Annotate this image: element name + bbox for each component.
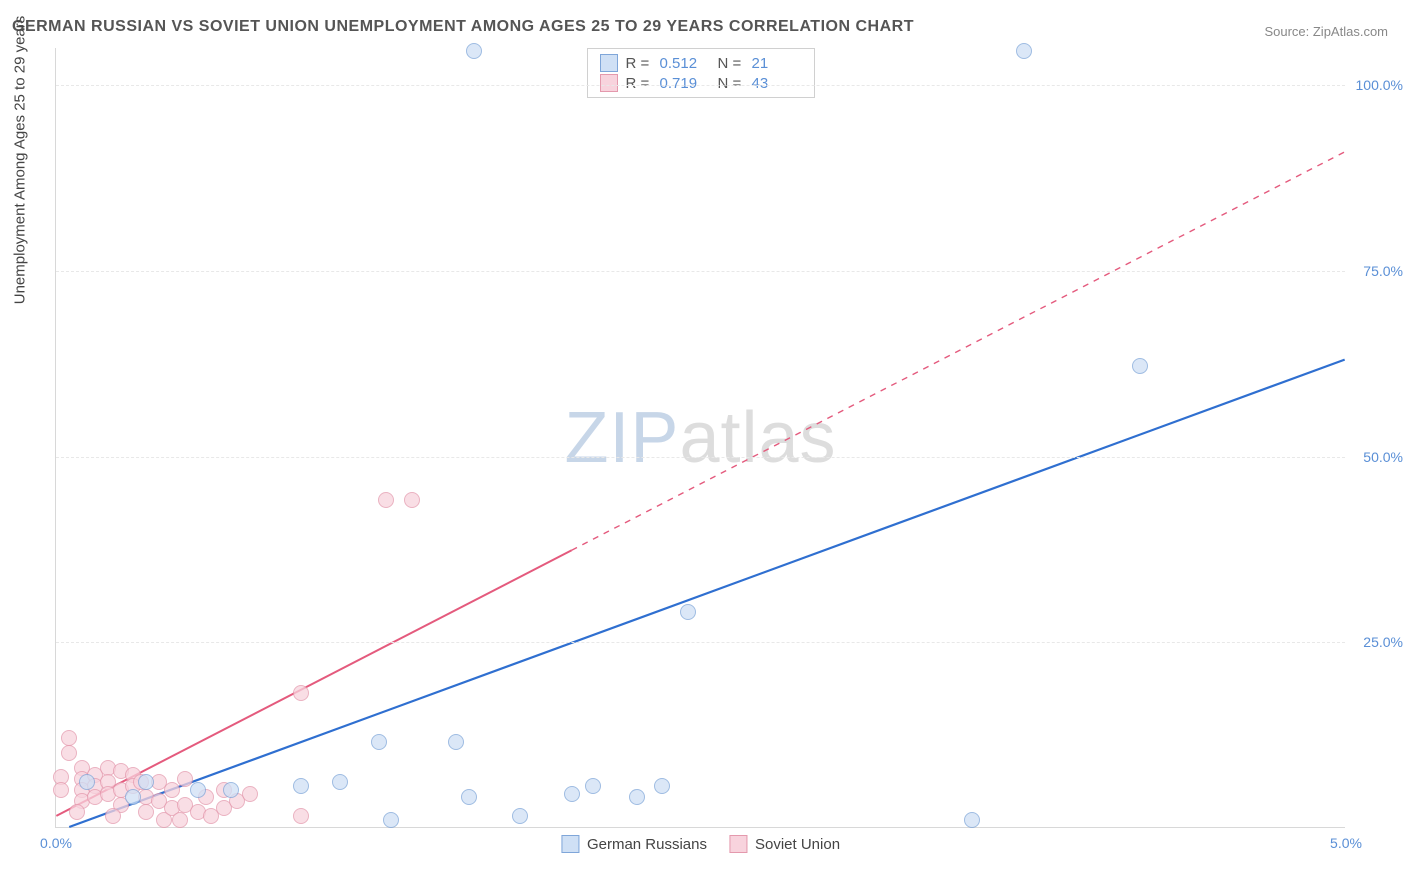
scatter-point [61, 730, 77, 746]
swatch-icon [600, 74, 618, 92]
scatter-point [172, 812, 188, 828]
scatter-point [1132, 358, 1148, 374]
grid-line [56, 457, 1345, 458]
scatter-point [138, 774, 154, 790]
scatter-point [383, 812, 399, 828]
scatter-point [293, 685, 309, 701]
legend-item-soviet: Soviet Union [729, 835, 840, 853]
scatter-point [448, 734, 464, 750]
trend-line-solid [69, 360, 1344, 827]
scatter-point [79, 774, 95, 790]
r-value: 0.719 [660, 75, 710, 92]
scatter-point [585, 778, 601, 794]
scatter-point [190, 782, 206, 798]
scatter-point [138, 804, 154, 820]
scatter-point [332, 774, 348, 790]
scatter-point [164, 782, 180, 798]
chart-title: GERMAN RUSSIAN VS SOVIET UNION UNEMPLOYM… [12, 18, 914, 36]
x-tick-label: 5.0% [1330, 835, 1362, 851]
scatter-point [53, 782, 69, 798]
scatter-point [404, 492, 420, 508]
scatter-point [680, 604, 696, 620]
scatter-point [223, 782, 239, 798]
scatter-point [371, 734, 387, 750]
y-tick-label: 50.0% [1363, 449, 1403, 465]
trend-line-dashed [572, 152, 1345, 550]
n-label: N = [718, 55, 744, 72]
scatter-correlation-chart: GERMAN RUSSIAN VS SOVIET UNION UNEMPLOYM… [0, 0, 1406, 892]
r-value: 0.512 [660, 55, 710, 72]
series-legend: German Russians Soviet Union [561, 835, 840, 853]
scatter-point [61, 745, 77, 761]
scatter-point [461, 789, 477, 805]
grid-line [56, 85, 1345, 86]
r-label: R = [626, 55, 652, 72]
scatter-point [964, 812, 980, 828]
source-attribution: Source: ZipAtlas.com [1264, 24, 1388, 39]
scatter-point [629, 789, 645, 805]
trend-lines-layer [56, 48, 1345, 827]
scatter-point [466, 43, 482, 59]
swatch-icon [561, 835, 579, 853]
correlation-legend: R = 0.512 N = 21 R = 0.719 N = 43 [587, 48, 815, 98]
scatter-point [105, 808, 121, 824]
swatch-icon [729, 835, 747, 853]
scatter-point [69, 804, 85, 820]
scatter-point [654, 778, 670, 794]
n-value: 43 [752, 75, 802, 92]
legend-label: Soviet Union [755, 836, 840, 853]
n-label: N = [718, 75, 744, 92]
scatter-point [564, 786, 580, 802]
scatter-point [378, 492, 394, 508]
grid-line [56, 271, 1345, 272]
x-tick-label: 0.0% [40, 835, 72, 851]
legend-item-german: German Russians [561, 835, 707, 853]
scatter-point [1016, 43, 1032, 59]
scatter-point [293, 808, 309, 824]
y-tick-label: 100.0% [1356, 77, 1403, 93]
y-tick-label: 75.0% [1363, 263, 1403, 279]
legend-label: German Russians [587, 836, 707, 853]
scatter-point [512, 808, 528, 824]
grid-line [56, 642, 1345, 643]
y-axis-label: Unemployment Among Ages 25 to 29 years [12, 16, 29, 305]
r-label: R = [626, 75, 652, 92]
scatter-point [125, 789, 141, 805]
swatch-icon [600, 54, 618, 72]
y-tick-label: 25.0% [1363, 634, 1403, 650]
n-value: 21 [752, 55, 802, 72]
scatter-point [293, 778, 309, 794]
correlation-row-soviet: R = 0.719 N = 43 [600, 73, 802, 93]
plot-area: ZIPatlas R = 0.512 N = 21 R = 0.719 N = … [55, 48, 1345, 828]
scatter-point [242, 786, 258, 802]
correlation-row-german: R = 0.512 N = 21 [600, 53, 802, 73]
